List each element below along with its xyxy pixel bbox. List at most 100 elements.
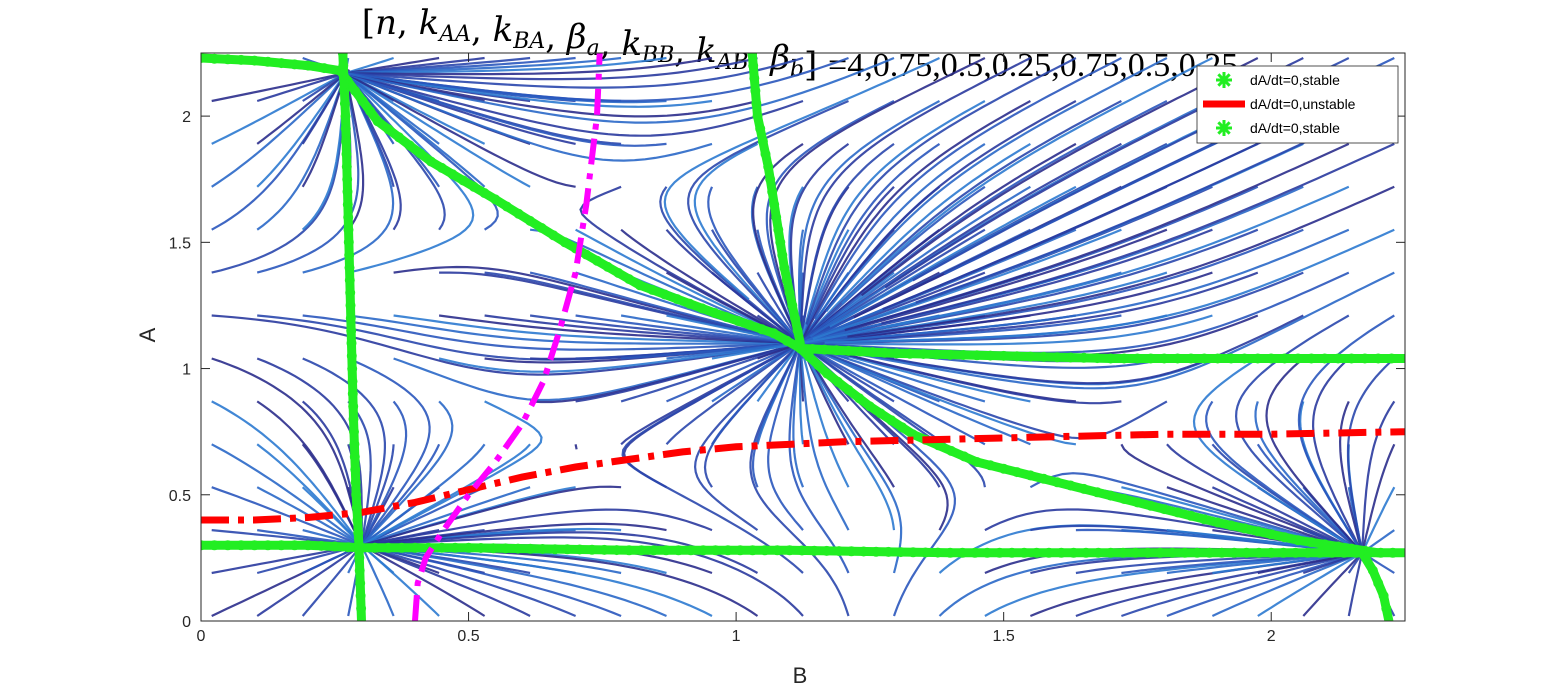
stable-marker <box>559 237 570 248</box>
stable-marker <box>843 345 854 356</box>
streamline <box>795 314 1213 346</box>
stable-marker <box>1192 547 1203 558</box>
streamline <box>666 342 801 403</box>
streamline <box>797 338 896 531</box>
stable-marker <box>1373 353 1384 364</box>
streamline <box>799 100 941 346</box>
stable-marker <box>1375 547 1386 558</box>
streamline <box>256 72 347 188</box>
streamline <box>693 340 804 531</box>
stable-marker <box>1357 547 1368 558</box>
streamline <box>1192 357 1364 555</box>
stable-marker <box>599 544 610 555</box>
stable-marker <box>771 212 782 223</box>
stable-marker <box>404 140 415 151</box>
stable-marker <box>673 545 684 556</box>
stable-marker <box>1038 351 1049 362</box>
legend-swatch-stable-icon <box>1216 120 1232 136</box>
stable-marker <box>341 136 352 147</box>
stable-marker <box>410 542 420 553</box>
stable-marker <box>1065 352 1076 363</box>
stable-marker <box>339 85 350 96</box>
legend-swatch-stable-icon <box>1216 72 1232 88</box>
x-tick-label: 1 <box>732 628 741 645</box>
stable-marker <box>768 328 779 339</box>
stable-marker <box>750 85 761 96</box>
stable-marker <box>1252 526 1263 537</box>
stable-marker <box>809 545 820 556</box>
stable-marker <box>372 116 383 127</box>
streamline <box>337 56 667 75</box>
stable-marker <box>747 53 758 58</box>
streamline <box>393 314 806 345</box>
stable-marker <box>1105 353 1116 364</box>
stable-marker <box>1293 535 1303 546</box>
stable-marker <box>525 543 536 554</box>
stable-marker <box>969 547 980 558</box>
stable-marker <box>777 250 788 260</box>
streamline <box>711 271 806 348</box>
streamline <box>798 340 850 531</box>
stable-marker <box>698 545 709 556</box>
stable-marker <box>341 161 352 172</box>
stable-marker <box>236 54 247 65</box>
stable-marker <box>348 414 359 424</box>
streamline <box>1254 401 1364 554</box>
stable-marker <box>883 546 894 557</box>
stable-marker <box>249 55 260 66</box>
streamline <box>340 70 804 137</box>
streamline <box>795 142 1031 349</box>
streamline <box>1311 357 1365 556</box>
stable-marker <box>450 542 461 553</box>
stable-marker <box>349 426 359 437</box>
stable-marker <box>1092 487 1103 498</box>
stable-marker <box>1339 547 1350 558</box>
stable-marker <box>342 199 353 210</box>
streamline <box>358 400 408 551</box>
streamline <box>799 142 941 345</box>
stable-marker <box>319 63 330 74</box>
stable-marker <box>1078 483 1089 494</box>
streamline <box>797 100 1031 348</box>
stable-marker <box>797 545 807 556</box>
stable-marker <box>343 542 354 553</box>
y-tick-label: 0.5 <box>169 488 191 505</box>
streamline <box>211 71 348 188</box>
streamline <box>844 142 1350 332</box>
stable-marker <box>854 393 865 404</box>
stable-marker <box>1065 480 1076 491</box>
stable-marker <box>468 181 479 192</box>
stable-marker <box>1279 532 1290 543</box>
streamline <box>341 56 713 76</box>
stable-marker <box>752 111 763 122</box>
stable-marker <box>351 489 362 500</box>
streamline <box>343 69 365 231</box>
stable-marker <box>548 230 559 241</box>
stable-marker <box>1333 353 1344 364</box>
stable-marker <box>262 540 273 551</box>
stable-marker <box>1052 477 1063 488</box>
db-nullcline-line <box>412 53 603 621</box>
streamline <box>841 57 1213 305</box>
stable-marker <box>343 237 354 248</box>
stable-marker <box>879 347 890 358</box>
stable-marker <box>1216 547 1227 558</box>
unstable-nullcline-line <box>201 428 1405 524</box>
stable-marker <box>500 543 511 554</box>
stable-marker <box>1252 353 1263 364</box>
stable-marker <box>792 325 803 336</box>
stable-marker <box>1306 537 1317 548</box>
stable-marker <box>488 543 499 554</box>
stable-marker <box>209 540 220 551</box>
stable-marker <box>338 73 349 84</box>
stable-marker <box>775 237 786 248</box>
stable-marker <box>931 349 942 360</box>
y-tick-label: 2 <box>182 109 191 126</box>
stable-marker <box>490 194 501 205</box>
stable-marker <box>426 156 437 167</box>
y-tick-label: 0 <box>182 614 191 631</box>
stable-marker <box>971 350 982 361</box>
legend: dA/dt=0,stable dA/dt=0,unstable dA/dt=0,st… <box>1196 65 1399 144</box>
stable-marker <box>697 303 708 314</box>
stable-marker <box>920 547 931 558</box>
